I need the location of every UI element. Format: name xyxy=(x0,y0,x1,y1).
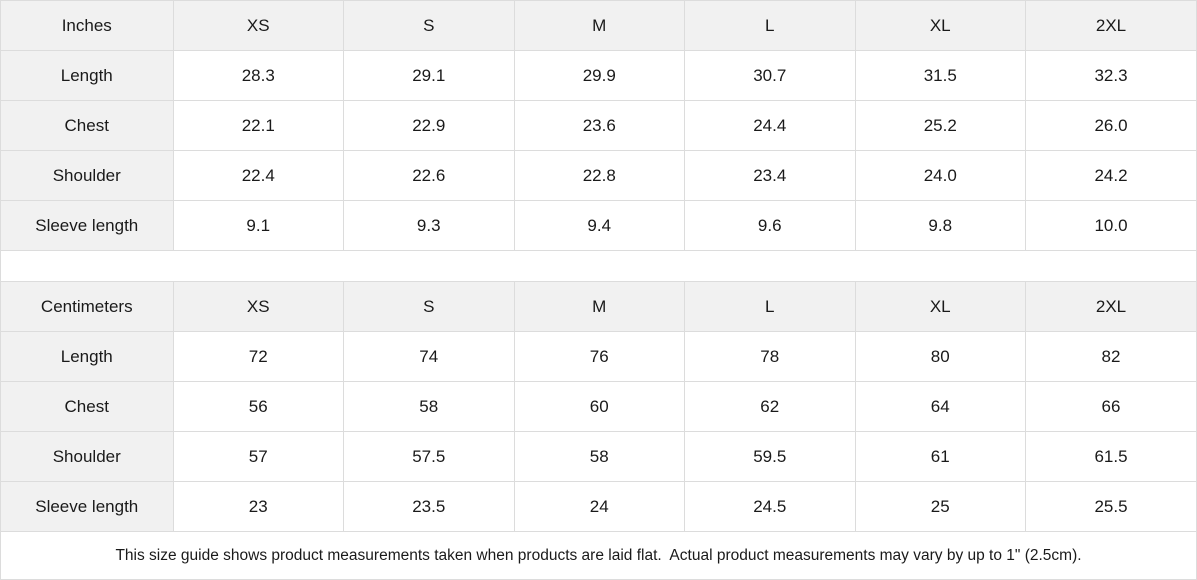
measurement-cell: 32.3 xyxy=(1025,50,1196,101)
measurement-cell: 24.0 xyxy=(854,150,1026,201)
measurement-cell: 9.6 xyxy=(684,200,856,251)
measurement-cell: 82 xyxy=(1025,331,1196,382)
measurement-cell: 25 xyxy=(854,481,1026,532)
measurement-cell: 29.9 xyxy=(513,50,685,101)
measurement-cell: 25.5 xyxy=(1025,481,1196,532)
measurement-cell: 66 xyxy=(1025,381,1196,432)
row-label: Length xyxy=(1,331,174,382)
measurement-cell: 57.5 xyxy=(343,431,515,482)
measurement-cell: 22.8 xyxy=(513,150,685,201)
unit-header-centimeters: Centimeters xyxy=(1,281,174,332)
table-row: Sleeve length 9.1 9.3 9.4 9.6 9.8 10.0 xyxy=(1,200,1196,251)
measurement-cell: 60 xyxy=(513,381,685,432)
table-row: Length 28.3 29.1 29.9 30.7 31.5 32.3 xyxy=(1,50,1196,101)
measurement-cell: 30.7 xyxy=(684,50,856,101)
measurement-cell: 23.5 xyxy=(343,481,515,532)
size-column-header: XS xyxy=(172,1,344,51)
table-header-row: Inches XS S M L XL 2XL xyxy=(1,1,1196,51)
size-column-header: XS xyxy=(172,281,344,332)
inches-table: Inches XS S M L XL 2XL Length 28.3 29.1 … xyxy=(1,1,1196,251)
centimeters-table: Centimeters XS S M L XL 2XL Length 72 74… xyxy=(1,281,1196,532)
size-column-header: 2XL xyxy=(1025,281,1196,332)
measurement-cell: 26.0 xyxy=(1025,100,1196,151)
measurement-cell: 22.9 xyxy=(343,100,515,151)
measurement-cell: 64 xyxy=(854,381,1026,432)
measurement-cell: 29.1 xyxy=(343,50,515,101)
measurement-cell: 61.5 xyxy=(1025,431,1196,482)
measurement-cell: 23.4 xyxy=(684,150,856,201)
measurement-cell: 10.0 xyxy=(1025,200,1196,251)
size-column-header: S xyxy=(343,1,515,51)
row-label: Chest xyxy=(1,100,174,151)
measurement-cell: 80 xyxy=(854,331,1026,382)
measurement-cell: 22.6 xyxy=(343,150,515,201)
measurement-cell: 28.3 xyxy=(172,50,344,101)
measurement-cell: 9.8 xyxy=(854,200,1026,251)
measurement-cell: 62 xyxy=(684,381,856,432)
row-label: Chest xyxy=(1,381,174,432)
size-column-header: S xyxy=(343,281,515,332)
table-row: Shoulder 22.4 22.6 22.8 23.4 24.0 24.2 xyxy=(1,150,1196,201)
table-spacer xyxy=(1,251,1196,281)
size-column-header: XL xyxy=(854,281,1026,332)
measurement-cell: 57 xyxy=(172,431,344,482)
measurement-cell: 24.4 xyxy=(684,100,856,151)
measurement-cell: 76 xyxy=(513,331,685,382)
measurement-cell: 22.1 xyxy=(172,100,344,151)
measurement-cell: 9.1 xyxy=(172,200,344,251)
measurement-cell: 25.2 xyxy=(854,100,1026,151)
size-guide-disclaimer: This size guide shows product measuremen… xyxy=(1,532,1196,579)
size-column-header: L xyxy=(684,1,856,51)
unit-header-inches: Inches xyxy=(1,1,174,51)
table-row: Length 72 74 76 78 80 82 xyxy=(1,331,1196,382)
row-label: Length xyxy=(1,50,174,101)
row-label: Sleeve length xyxy=(1,200,174,251)
table-row: Shoulder 57 57.5 58 59.5 61 61.5 xyxy=(1,431,1196,482)
table-header-row: Centimeters XS S M L XL 2XL xyxy=(1,281,1196,332)
measurement-cell: 58 xyxy=(343,381,515,432)
table-row: Sleeve length 23 23.5 24 24.5 25 25.5 xyxy=(1,481,1196,532)
table-row: Chest 22.1 22.9 23.6 24.4 25.2 26.0 xyxy=(1,100,1196,151)
measurement-cell: 9.4 xyxy=(513,200,685,251)
table-row: Chest 56 58 60 62 64 66 xyxy=(1,381,1196,432)
row-label: Shoulder xyxy=(1,431,174,482)
measurement-cell: 24.5 xyxy=(684,481,856,532)
size-column-header: 2XL xyxy=(1025,1,1196,51)
measurement-cell: 9.3 xyxy=(343,200,515,251)
measurement-cell: 78 xyxy=(684,331,856,382)
measurement-cell: 72 xyxy=(172,331,344,382)
measurement-cell: 58 xyxy=(513,431,685,482)
measurement-cell: 22.4 xyxy=(172,150,344,201)
size-column-header: L xyxy=(684,281,856,332)
measurement-cell: 59.5 xyxy=(684,431,856,482)
measurement-cell: 23 xyxy=(172,481,344,532)
row-label: Shoulder xyxy=(1,150,174,201)
measurement-cell: 24 xyxy=(513,481,685,532)
size-column-header: M xyxy=(513,281,685,332)
measurement-cell: 24.2 xyxy=(1025,150,1196,201)
measurement-cell: 56 xyxy=(172,381,344,432)
size-column-header: XL xyxy=(854,1,1026,51)
measurement-cell: 23.6 xyxy=(513,100,685,151)
size-column-header: M xyxy=(513,1,685,51)
measurement-cell: 31.5 xyxy=(854,50,1026,101)
measurement-cell: 74 xyxy=(343,331,515,382)
measurement-cell: 61 xyxy=(854,431,1026,482)
row-label: Sleeve length xyxy=(1,481,174,532)
